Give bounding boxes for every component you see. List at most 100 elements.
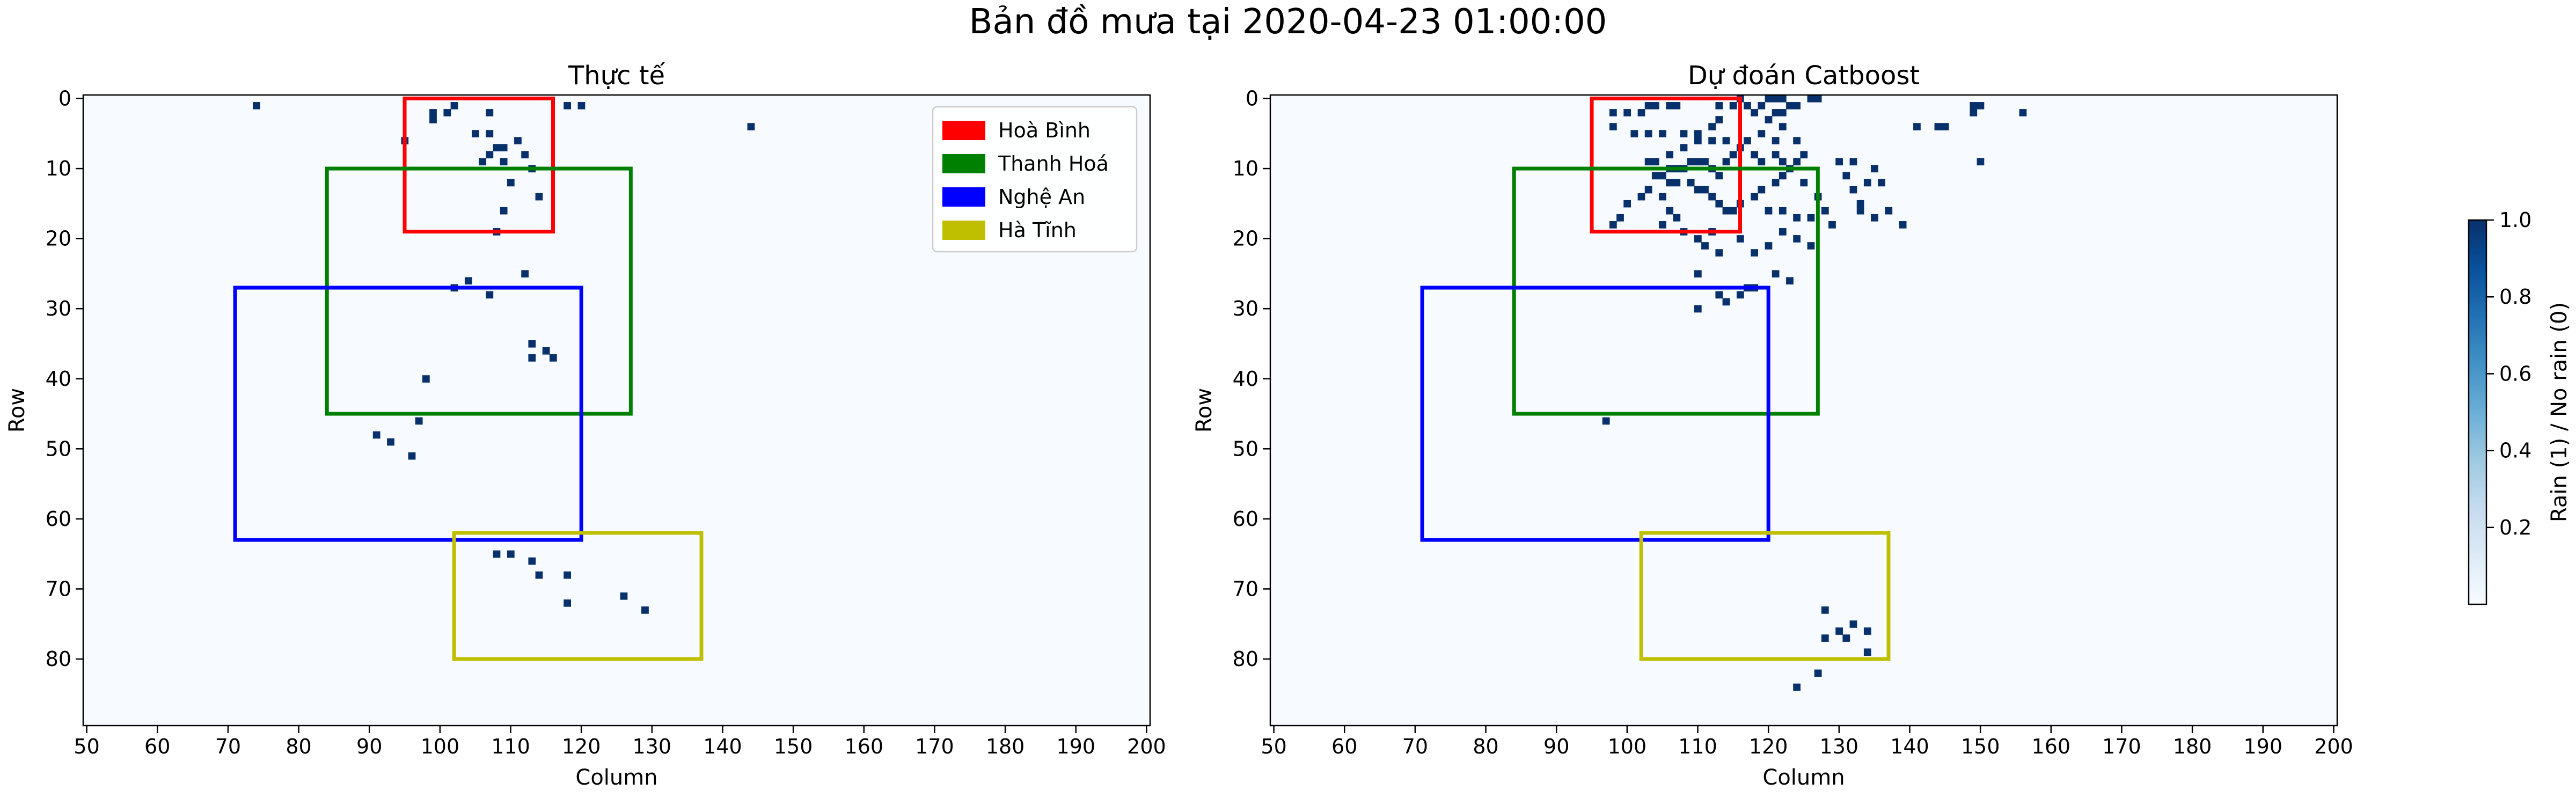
- rain-cell: [1715, 116, 1723, 123]
- x-tick-label: 180: [2173, 735, 2212, 758]
- subplot-title: Thực tế: [568, 61, 665, 91]
- rain-cell: [1793, 683, 1801, 691]
- x-tick-label: 160: [845, 735, 884, 758]
- rain-cell: [507, 550, 515, 558]
- rain-cell: [1835, 627, 1843, 635]
- rain-cell: [1779, 172, 1787, 180]
- rain-cell: [1729, 207, 1737, 215]
- rain-cell: [1977, 102, 1985, 109]
- rain-cell: [1609, 123, 1617, 130]
- region-thanh-hoa: [1512, 166, 1820, 416]
- rain-cell: [1913, 123, 1921, 130]
- rain-cell: [1666, 179, 1674, 187]
- rain-cell: [1644, 130, 1652, 137]
- rain-cell: [415, 417, 423, 425]
- rain-cell: [1863, 627, 1871, 635]
- rain-cell: [252, 102, 260, 109]
- rain-cell: [1715, 102, 1723, 109]
- rain-cell: [1765, 242, 1773, 250]
- rain-cell: [1609, 221, 1617, 229]
- rain-cell: [1666, 102, 1674, 109]
- rain-cell: [1863, 179, 1871, 187]
- x-tick-label: 90: [356, 735, 382, 758]
- rain-cell: [1659, 221, 1666, 229]
- x-tick-label: 190: [1056, 735, 1095, 758]
- rain-cell: [493, 144, 501, 152]
- rain-cell: [464, 277, 472, 285]
- rain-cell: [1856, 207, 1864, 215]
- rain-cell: [1800, 179, 1808, 187]
- x-tick-label: 70: [215, 735, 241, 758]
- y-tick-label: 60: [46, 507, 71, 531]
- x-tick-label: 140: [1890, 735, 1929, 758]
- x-tick-label: 100: [421, 735, 460, 758]
- legend-label-ha-tinh: Hà Tĩnh: [998, 218, 1077, 242]
- rain-cell: [542, 347, 550, 355]
- y-axis-label: Row: [5, 388, 30, 433]
- y-tick-label: 40: [1233, 367, 1258, 391]
- rain-cell: [1687, 158, 1695, 166]
- rain-cell: [429, 109, 437, 116]
- x-tick-label: 60: [144, 735, 170, 758]
- colorbar-tick-label: 1.0: [2499, 208, 2531, 232]
- rain-cell: [1779, 158, 1787, 166]
- rain-cell: [564, 599, 572, 607]
- rain-cell: [564, 102, 572, 109]
- rain-cell: [1970, 102, 1978, 109]
- axes-frame: [1269, 94, 2338, 727]
- rain-cell: [2019, 109, 2027, 116]
- x-tick-label: 180: [986, 735, 1025, 758]
- rain-cell: [1849, 186, 1857, 194]
- x-tick-label: 60: [1331, 735, 1357, 758]
- rain-cell: [1673, 214, 1681, 222]
- rain-cell: [1856, 200, 1864, 208]
- rain-cell: [1715, 249, 1723, 257]
- colorbar: 0.2 0.4 0.6 0.8 1.0 Rain (1) / No rain (0): [2468, 208, 2572, 605]
- legend-label-thanh-hoa: Thanh Hoá: [998, 152, 1109, 175]
- x-tick-label: 190: [2243, 735, 2282, 758]
- x-tick-label: 130: [633, 735, 672, 758]
- rain-cell: [1793, 137, 1801, 144]
- legend: Hoà Bình Thanh Hoá Nghệ An Hà Tĩnh: [932, 106, 1138, 253]
- region-nghe-an: [233, 286, 583, 542]
- rain-cell: [422, 375, 430, 383]
- y-tick-label: 20: [1233, 227, 1258, 251]
- rain-cell: [1779, 95, 1787, 103]
- y-tick-label: 50: [1233, 437, 1258, 460]
- region-ha-tinh: [452, 531, 704, 661]
- x-tick-label: 110: [1678, 735, 1717, 758]
- y-tick-label: 70: [46, 577, 71, 601]
- rain-cell: [1644, 158, 1652, 166]
- legend-swatch-nghe-an: [942, 187, 985, 207]
- colorbar-label: Rain (1) / No rain (0): [2547, 302, 2572, 522]
- x-tick-label: 110: [491, 735, 530, 758]
- y-tick-label: 20: [46, 227, 71, 251]
- y-tick-label: 70: [1233, 577, 1258, 601]
- rain-cell: [1977, 158, 1985, 166]
- rain-cell: [1772, 137, 1780, 144]
- rain-cell: [1722, 158, 1730, 166]
- rain-cell: [1687, 179, 1695, 187]
- rain-cell: [472, 130, 479, 137]
- rain-cell: [1694, 130, 1702, 137]
- rain-cell: [1772, 151, 1780, 159]
- region-hoa-binh: [402, 97, 555, 234]
- rain-cell: [1821, 207, 1829, 215]
- rain-cell: [443, 109, 451, 116]
- rain-cell: [747, 123, 755, 130]
- x-axis-label: Column: [1762, 765, 1845, 790]
- rain-cell: [1609, 109, 1617, 116]
- rain-cell: [450, 102, 458, 109]
- rain-cell: [387, 438, 394, 446]
- rain-cell: [521, 151, 529, 159]
- rain-cell: [372, 431, 380, 439]
- rain-cell: [1729, 102, 1737, 109]
- legend-swatch-ha-tinh: [942, 221, 985, 240]
- x-tick-label: 140: [703, 735, 742, 758]
- rain-cell: [1715, 291, 1723, 299]
- colorbar-tick-label: 0.4: [2499, 439, 2531, 463]
- rain-cell: [1708, 123, 1716, 130]
- rain-cell: [1807, 95, 1815, 103]
- rain-cell: [1758, 186, 1766, 194]
- rain-cell: [1651, 102, 1659, 109]
